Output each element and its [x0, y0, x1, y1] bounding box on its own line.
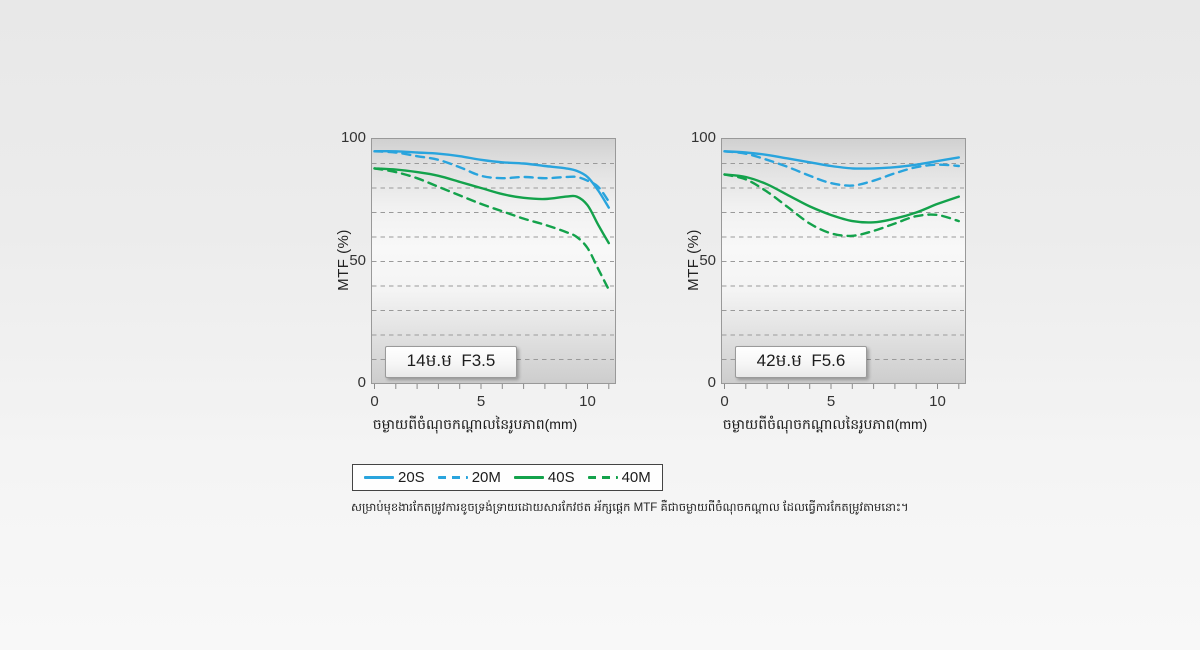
y-tick-label-50: 50	[699, 251, 716, 269]
legend-label: 20M	[471, 469, 501, 486]
y-tick-label-100: 100	[340, 129, 366, 146]
legend-item-20S: 20S	[364, 470, 425, 485]
aperture-label-box: 14ម.ម F3.5	[385, 346, 517, 378]
series-line-40S	[373, 167, 610, 245]
legend-label: 40M	[621, 469, 651, 486]
legend-line-sample-solid	[364, 476, 394, 479]
y-tick-label-0: 0	[357, 374, 366, 391]
mtf-chart-tele: MTF (%) 100 50 0 0 5 10 42ម.ម F5.6 ចម្ងាយពីច…	[680, 125, 980, 455]
series-line-40S	[723, 173, 960, 224]
plot-area	[371, 138, 616, 389]
y-tick-label-0: 0	[707, 374, 716, 391]
legend-line-sample-solid	[513, 476, 544, 479]
legend-line-sample-dashed	[437, 476, 468, 479]
plot-area	[721, 138, 966, 389]
series-line-20S	[723, 150, 960, 170]
x-tick-label-10: 10	[929, 393, 946, 410]
footnote-caption: សម្រាប់មុខងារកែតម្រូវការខូចទ្រង់ទ្រាយដោយ…	[351, 502, 909, 514]
legend: 20S 20M 40S 40M	[352, 464, 663, 491]
mtf-chart-wide: MTF (%) 100 50 0 0 5 10 14ម.ម F3.5 ចម្ងាយពីច…	[330, 125, 630, 455]
legend-label: 20S	[398, 469, 425, 486]
series-line-20M	[723, 150, 960, 187]
x-tick-label-0: 0	[720, 393, 729, 410]
x-axis-title: ចម្ងាយពីចំណុចកណ្ដាលនៃរូបភាព(mm)	[372, 416, 578, 432]
aperture-label: 14ម.ម F3.5	[406, 350, 496, 370]
legend-label: 40S	[547, 469, 575, 486]
series-line-20S	[373, 149, 610, 209]
x-tick-label-5: 5	[476, 393, 486, 410]
aperture-label: 42ម.ម F5.6	[756, 350, 846, 370]
legend-item-40M: 40M	[587, 469, 651, 486]
y-tick-label-50: 50	[349, 251, 366, 269]
series-line-40M	[373, 167, 610, 291]
aperture-label-box: 42ម.ម F5.6	[735, 346, 867, 378]
legend-line-sample-dashed	[587, 476, 618, 479]
x-tick-label-10: 10	[579, 393, 596, 410]
x-tick-label-0: 0	[370, 393, 379, 410]
x-axis-title: ចម្ងាយពីចំណុចកណ្ដាលនៃរូបភាព(mm)	[722, 416, 928, 432]
legend-item-40S: 40S	[513, 469, 575, 486]
x-tick-label-5: 5	[826, 393, 836, 410]
series-line-20M	[373, 150, 610, 203]
y-tick-label-100: 100	[690, 129, 716, 146]
series-line-40M	[723, 173, 960, 238]
legend-item-20M: 20M	[437, 469, 501, 486]
